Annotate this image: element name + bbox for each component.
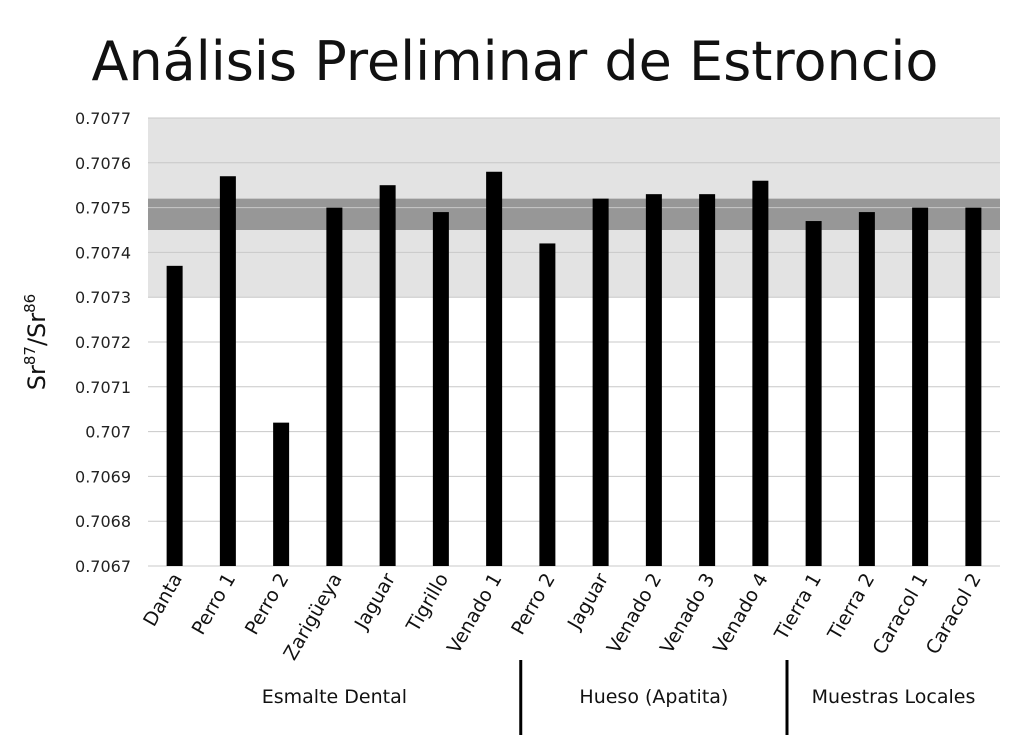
y-tick-label: 0.7077 <box>75 109 131 128</box>
bar-8 <box>539 243 556 566</box>
bar-9 <box>592 198 609 566</box>
bar-5 <box>379 185 396 566</box>
bar-6 <box>432 212 449 566</box>
chart-title: Análisis Preliminar de Estroncio <box>91 30 939 93</box>
bar-14 <box>858 212 875 566</box>
x-tick-label: Caracol 2 <box>922 570 986 659</box>
x-tick-label: Perro 2 <box>241 570 294 639</box>
y-tick-label: 0.7069 <box>75 467 131 486</box>
y-tick-label: 0.7075 <box>75 199 131 218</box>
bar-2 <box>219 176 236 567</box>
bar-1 <box>166 265 183 566</box>
x-tick-label: Tigrillo <box>402 570 453 637</box>
bar-13 <box>805 221 822 567</box>
bar-15 <box>912 207 929 566</box>
y-tick-label: 0.707 <box>85 423 131 442</box>
y-tick-label: 0.7068 <box>75 512 131 531</box>
group-dividers <box>519 660 789 735</box>
y-tick-label: 0.7072 <box>75 333 131 352</box>
x-tick-label: Tierra 1 <box>770 570 826 645</box>
bar-3 <box>273 422 290 566</box>
bar-16 <box>965 207 982 566</box>
y-tick-label: 0.7074 <box>75 243 131 262</box>
x-tick-label: Perro 2 <box>507 570 560 639</box>
bar-7 <box>486 171 503 566</box>
gridlines <box>148 117 1000 567</box>
group-label: Muestras Locales <box>811 686 976 708</box>
x-tick-label: Venado 4 <box>709 570 772 658</box>
bar-10 <box>645 194 662 566</box>
reference-band-2 <box>148 198 1000 230</box>
y-tick-label: 0.7071 <box>75 378 131 397</box>
x-tick-label: Jaguar <box>350 569 400 634</box>
x-tick-label: Jaguar <box>563 569 613 634</box>
group-label: Hueso (Apatita) <box>579 686 729 708</box>
y-tick-label: 0.7076 <box>75 154 131 173</box>
group-label: Esmalte Dental <box>261 686 407 708</box>
bars <box>166 171 982 567</box>
x-tick-label: Perro 1 <box>188 570 241 639</box>
y-tick-label: 0.7073 <box>75 288 131 307</box>
bar-4 <box>326 207 343 566</box>
x-tick-label: Danta <box>139 570 187 631</box>
x-tick-label: Venado 1 <box>443 570 506 658</box>
bar-11 <box>699 194 716 566</box>
y-tick-labels: 0.7067 0.7068 0.7069 0.707 0.7071 0.7072 0.707… <box>75 109 131 576</box>
y-axis-label: Sr87/Sr86 <box>21 294 51 390</box>
x-tick-label: Tierra 2 <box>823 570 879 645</box>
y-tick-label: 0.7067 <box>75 557 131 576</box>
bar-12 <box>752 180 769 566</box>
